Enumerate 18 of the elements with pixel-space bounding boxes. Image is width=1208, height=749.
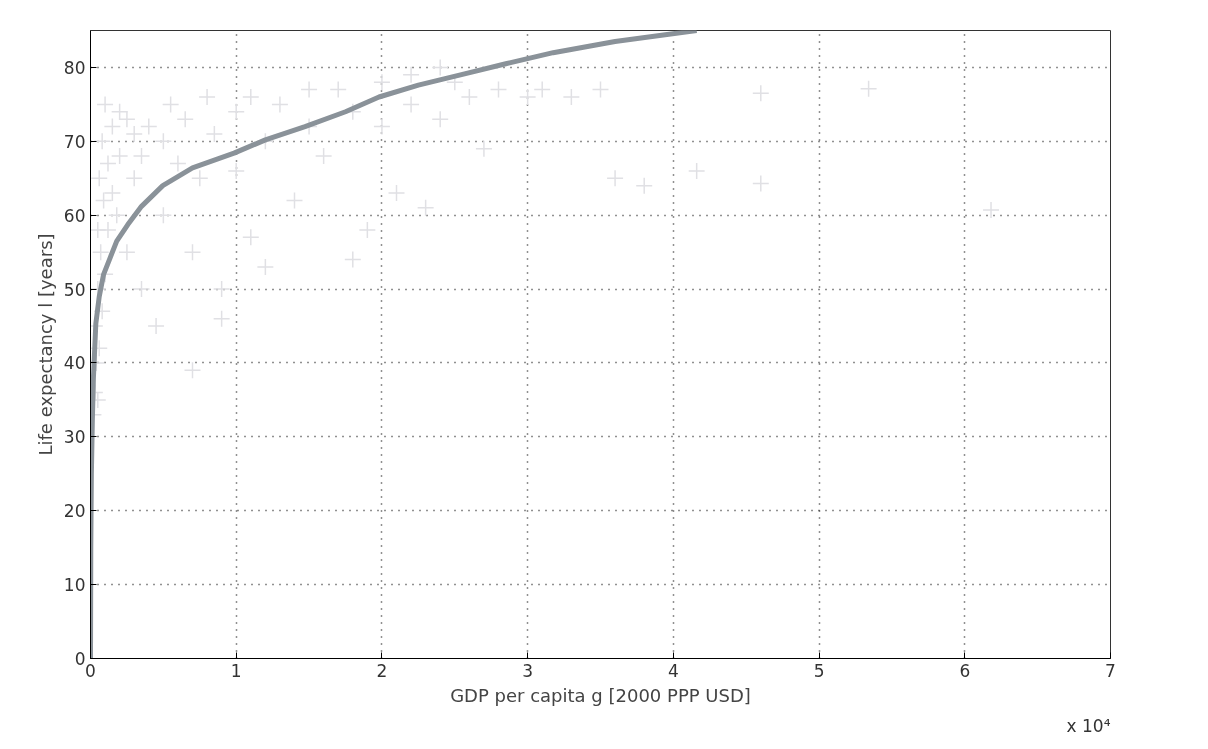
y-tick-label: 50 [63,279,86,300]
y-tick-label: 80 [63,57,86,78]
x-tick-label: 3 [522,660,534,681]
x-tick-label: 2 [376,660,388,681]
y-tick-label: 10 [63,575,86,596]
y-tick-label: 40 [63,353,86,374]
x-axis-title: GDP per capita g [2000 PPP USD] [450,684,751,706]
y-tick-label: 70 [63,131,86,152]
x-tick-label: 6 [959,660,971,681]
text: x 10⁴ [1066,715,1111,736]
x-tick-label: 4 [667,660,679,681]
y-tick-label: 30 [63,427,86,448]
x-tick-label: 7 [1105,660,1116,681]
y-tick-label: 60 [63,205,86,226]
x-tick-label: 1 [230,660,242,681]
y-tick-label: 20 [63,501,86,522]
x-tick-label: 5 [813,660,825,681]
y-axis-title: Life expectancy l [years] [34,233,56,456]
